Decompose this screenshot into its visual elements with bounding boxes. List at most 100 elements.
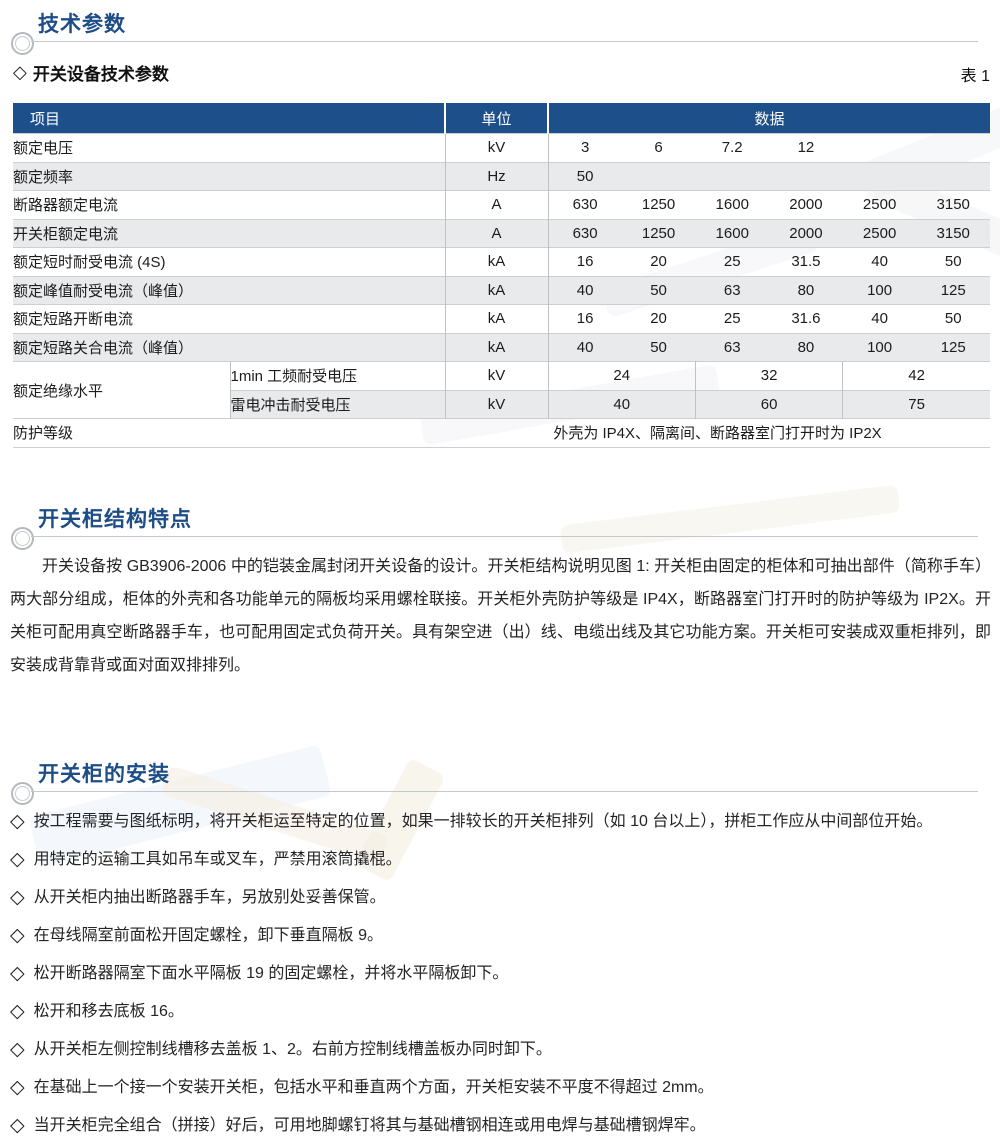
table-cell-unit: Hz	[444, 162, 549, 191]
table-row: 雷电冲击耐受电压 kV 40 60 75	[13, 390, 990, 419]
table-cell-value: 25	[723, 310, 741, 328]
section-header-installation: 开关柜的安装	[0, 758, 990, 814]
installation-list: ◇ 按工程需要与图纸标明，将开关柜运至特定的位置，如果一排较长的开关柜排列（如 1…	[10, 810, 995, 1142]
table-cell-value: 2500	[862, 196, 897, 214]
table-cell-item: 额定频率	[13, 168, 74, 186]
table-subtitle-text: 开关设备技术参数	[32, 65, 169, 84]
diamond-icon: ◇	[10, 1001, 25, 1022]
list-item: ◇ 当开关柜完全组合（拼接）好后，可用地脚螺钉将其与基础槽钢相连或用电焊与基础槽钢…	[10, 1114, 995, 1138]
col-header-unit: 单位	[444, 103, 549, 134]
table-cell-value: 100	[867, 281, 893, 299]
table-row: 断路器额定电流 A 630 1250 1600 2000 2500 3150	[13, 190, 990, 219]
table-cell-value: 40	[547, 333, 622, 362]
diamond-icon: ◇	[10, 1039, 25, 1060]
col-header-item: 项目	[13, 103, 446, 134]
table-cell-value: 50	[944, 253, 962, 271]
section-divider	[31, 791, 978, 792]
section-marker-icon	[11, 32, 34, 55]
table-cell-value	[916, 134, 990, 163]
table-row: 额定绝缘水平 1min 工频耐受电压 kV 24 32 42	[13, 361, 990, 400]
table-cell-value: 63	[723, 338, 741, 356]
section-divider	[31, 536, 978, 537]
table-cell-subitem: 1min 工频耐受电压	[229, 361, 446, 390]
table-cell-unit: kA	[444, 304, 549, 333]
table-cell-value: 2500	[862, 224, 897, 242]
table-cell-value: 100	[867, 338, 893, 356]
table-cell-value: 32	[694, 361, 843, 390]
table-cell-item: 防护等级	[13, 425, 74, 443]
table-cell-value	[695, 162, 769, 191]
table-cell-unit: kA	[444, 247, 549, 276]
table-header-row: 项目 单位 数据	[13, 103, 990, 134]
table-cell-value: 1600	[715, 196, 749, 214]
table-cell-value: 2000	[789, 224, 823, 242]
list-item: ◇ 从开关柜内抽出断路器手车，另放别处妥善保管。	[10, 886, 995, 910]
table-cell-value: 3150	[936, 196, 970, 214]
diamond-icon: ◇	[13, 62, 27, 82]
table-cell-value: 40	[871, 253, 888, 271]
table-row: 额定短路开断电流 kA 16 20 25 31.6 40 50	[13, 304, 990, 333]
list-item-text: 用特定的运输工具如吊车或叉车，严禁用滚筒撬棍。	[33, 851, 402, 868]
list-item: ◇ 用特定的运输工具如吊车或叉车，严禁用滚筒撬棍。	[10, 848, 995, 872]
table-cell-value: 60	[694, 390, 843, 419]
diamond-icon: ◇	[10, 925, 25, 946]
table-caption-row: ◇ 开关设备技术参数 表 1	[13, 60, 990, 86]
diamond-icon: ◇	[10, 811, 25, 832]
table-cell-item: 额定短路关合电流（峰值）	[13, 339, 194, 357]
section-header-tech-params: 技术参数	[0, 8, 990, 64]
table-cell-unit: A	[444, 190, 549, 219]
table-cell-item: 额定电压	[13, 140, 74, 158]
table-row: 额定短时耐受电流 (4S) kA 16 20 25 31.5 40 50	[13, 247, 990, 276]
table-cell-value: 75	[842, 390, 990, 419]
list-item-text: 在母线隔室前面松开固定螺栓，卸下垂直隔板 9。	[33, 927, 383, 944]
table-cell-value: 16	[547, 304, 622, 333]
table-cell-value: 31.6	[791, 310, 821, 328]
table-cell-item-group: 额定绝缘水平	[13, 382, 104, 400]
section-title-installation: 开关柜的安装	[38, 763, 170, 786]
table-cell-value: 1250	[641, 224, 676, 242]
table-cell-item: 额定短路开断电流	[13, 311, 134, 329]
table-cell-value: 31.5	[791, 253, 821, 271]
col-header-data: 数据	[547, 103, 990, 134]
table-cell-value: 24	[547, 361, 696, 390]
table-row: 额定电压 kV 3 6 7.2 12	[13, 133, 990, 163]
diamond-icon: ◇	[10, 963, 25, 984]
table-cell-value: 630	[547, 219, 622, 248]
table-cell-item: 开关柜额定电流	[13, 225, 119, 243]
table-number-label: 表 1	[960, 68, 990, 85]
section-divider	[31, 41, 978, 42]
list-item: ◇ 在基础上一个接一个安装开关柜，包括水平和垂直两个方面，开关柜安装不平度不得超过…	[10, 1076, 995, 1100]
table-cell-value: 12	[797, 139, 815, 157]
table-cell-value: 50	[944, 310, 962, 328]
tech-params-table: 项目 单位 数据 额定电压 kV 3 6 7.2 12 额定频率 Hz 50 断路器额定电流 A 63…	[13, 103, 990, 448]
table-row: 额定峰值耐受电流（峰值） kA 40 50 63 80 100 125	[13, 276, 990, 305]
list-item: ◇ 松开和移去底板 16。	[10, 1000, 995, 1024]
list-item-text: 从开关柜内抽出断路器手车，另放别处妥善保管。	[33, 889, 386, 906]
list-item: ◇ 在母线隔室前面松开固定螺栓，卸下垂直隔板 9。	[10, 924, 995, 948]
table-cell-value: 40	[547, 390, 696, 419]
table-cell-unit: kA	[444, 276, 549, 305]
table-cell-value: 25	[723, 253, 741, 271]
table-cell-value: 16	[547, 247, 622, 276]
table-cell-value: 630	[547, 190, 622, 219]
table-row: 额定短路关合电流（峰值） kA 40 50 63 80 100 125	[13, 333, 990, 362]
diamond-icon: ◇	[10, 1115, 25, 1136]
table-cell-value	[769, 162, 843, 191]
list-item: ◇ 从开关柜左侧控制线槽移去盖板 1、2。右前方控制线槽盖板办同时卸下。	[10, 1038, 995, 1062]
table-cell-value: 42	[842, 361, 990, 390]
list-item-text: 按工程需要与图纸标明，将开关柜运至特定的位置，如果一排较长的开关柜排列（如 10…	[33, 813, 933, 830]
list-item: ◇ 松开断路器隔室下面水平隔板 19 的固定螺栓，并将水平隔板卸下。	[10, 962, 995, 986]
table-cell-value: 80	[797, 338, 815, 356]
table-cell-value: 63	[723, 281, 741, 299]
list-item-text: 当开关柜完全组合（拼接）好后，可用地脚螺钉将其与基础槽钢相连或用电焊与基础槽钢焊…	[33, 1117, 706, 1134]
list-item-text: 松开断路器隔室下面水平隔板 19 的固定螺栓，并将水平隔板卸下。	[33, 965, 509, 982]
table-cell-value: 3150	[936, 224, 970, 242]
table-cell-unit: kV	[444, 390, 549, 419]
section-marker-icon	[11, 527, 34, 550]
structure-paragraph: 开关设备按 GB3906-2006 中的铠装金属封闭开关设备的设计。开关柜结构说…	[10, 558, 991, 674]
table-row: 开关柜额定电流 A 630 1250 1600 2000 2500 3150	[13, 219, 990, 248]
table-cell-value	[622, 162, 696, 191]
table-cell-value: 20	[650, 253, 667, 271]
table-cell-value: 50	[650, 281, 667, 299]
table-cell-value: 7.2	[721, 139, 743, 157]
